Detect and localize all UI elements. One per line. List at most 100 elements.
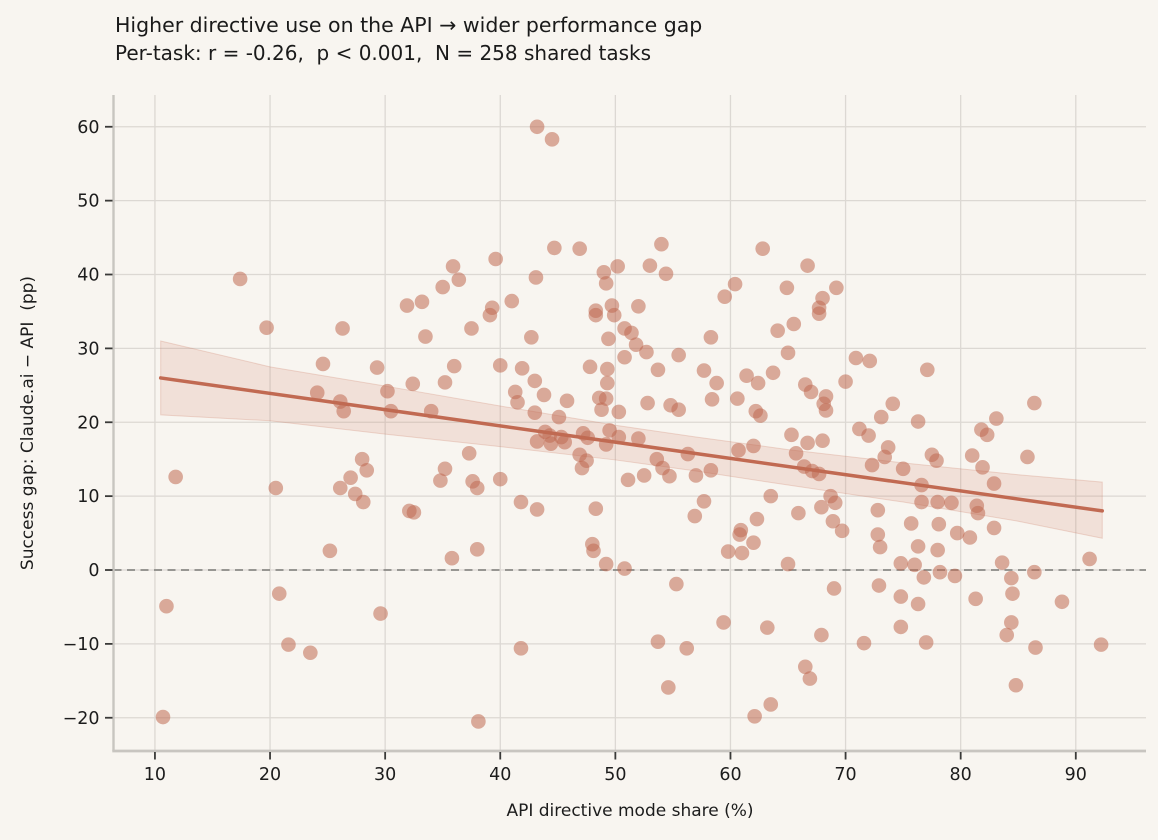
scatter-point [895,461,911,477]
scatter-point [598,556,614,572]
scatter-point [731,443,746,458]
scatter-point [871,578,887,593]
chart-subtitle: Per-task: r = -0.26, p < 0.001, N = 258 … [115,41,651,65]
scatter-point [979,427,995,443]
x-tick-label: 50 [604,765,626,785]
scatter-point [594,402,609,418]
x-axis-label: API directive mode share (%) [506,801,754,821]
y-tick-label: −10 [63,635,100,655]
scatter-point [779,280,795,296]
scatter-point [628,337,644,352]
scatter-point [829,280,844,296]
scatter-point [800,258,815,273]
scatter-point [510,395,525,410]
scatter-point [557,434,573,450]
scatter-point [168,469,183,485]
scatter-point [870,527,886,542]
scatter-point [814,499,829,515]
scatter-point [514,361,530,376]
x-tick-label: 70 [834,765,856,785]
scatter-point [838,374,853,389]
scatter-point [551,409,567,425]
scatter-point [601,331,616,347]
scatter-point [399,298,415,313]
scatter-point [359,462,375,478]
scatter-point [315,356,331,372]
scatter-point [527,373,543,389]
scatter-point [600,361,615,377]
scatter-point [598,437,614,452]
scatter-point [1020,449,1035,465]
scatter-point [947,568,963,584]
scatter-point [529,502,545,517]
scatter-point [423,403,439,419]
regression-line [158,376,1105,513]
scatter-point [949,525,965,541]
scatter-point [445,259,461,274]
scatter-point [763,697,779,712]
scatter-point [444,550,460,566]
scatter-point [155,709,171,725]
scatter-point [931,516,947,532]
scatter-point [885,396,901,412]
scatter-point [687,508,703,524]
scatter-point [669,576,684,592]
scatter-point [606,307,622,323]
scatter-point [354,451,370,467]
scatter-point [513,494,529,510]
scatter-point [968,591,983,607]
scatter-point [970,505,986,521]
scatter-point [671,402,686,418]
scatter-point [791,505,806,521]
scatter-point [811,466,827,482]
scatter-point [446,358,462,374]
scatter-point [437,375,453,390]
y-tick-label: −20 [63,709,100,729]
scatter-point [994,555,1010,570]
scatter-point [588,501,604,516]
scatter-point [986,476,1002,491]
y-tick-label: 50 [77,192,99,212]
scatter-point [703,462,719,478]
scatter-point [271,586,287,601]
x-tick-label: 40 [489,765,511,785]
scatter-point [848,350,864,366]
scatter-point [650,362,666,378]
scatter-point [802,671,818,686]
scatter-point [617,561,632,576]
scatter-point [864,457,880,473]
scatter-point [962,530,978,545]
scatter-point [986,520,1002,536]
scatter-point [332,480,348,496]
scatter-point [696,363,712,378]
scatter-point [1004,570,1019,586]
scatter-point [469,542,485,557]
scatter-point [527,405,543,420]
scatter-point [903,516,919,531]
scatter-point [610,259,625,274]
scatter-point [492,358,508,373]
scatter-point [999,627,1015,643]
scatter-point [418,329,433,344]
scatter-point [405,376,421,392]
scatter-point [435,279,451,295]
scatter-point [717,289,733,304]
scatter-point [975,460,990,475]
scatter-point [964,448,980,463]
scatter-point [572,241,587,256]
chart-title: Higher directive use on the API → wider … [115,13,703,37]
scatter-point [600,375,615,391]
scatter-point [734,545,750,561]
scatter-point [598,276,614,291]
scatter-point [730,391,745,406]
scatter-point [703,330,719,345]
scatter-point [747,708,762,724]
scatter-point [588,307,604,323]
scatter-point [482,307,498,323]
scatter-point [1082,551,1097,567]
scatter-point [598,391,614,406]
scatter-point [343,470,358,485]
scatter-point [513,641,529,656]
scatter-point [803,384,819,400]
